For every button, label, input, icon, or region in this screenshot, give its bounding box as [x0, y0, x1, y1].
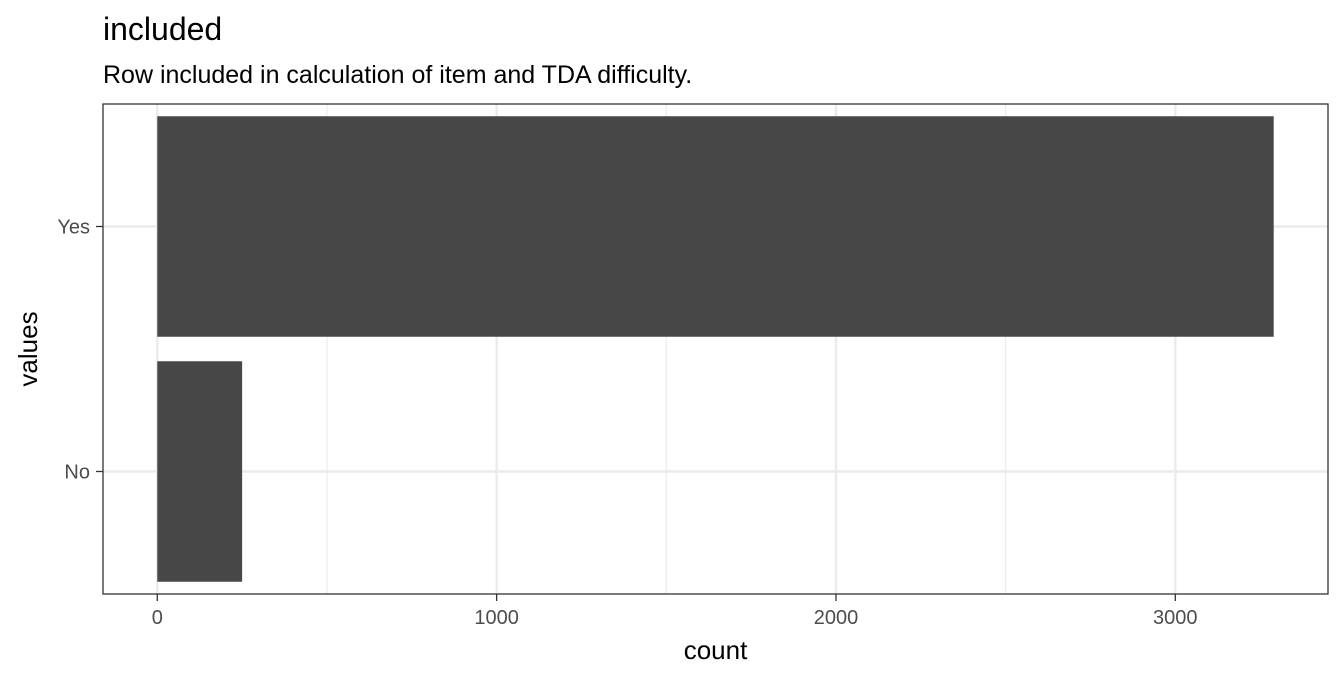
panel-border — [102, 103, 1329, 595]
x-axis: 0 1000 2000 3000 — [152, 594, 1198, 629]
y-axis-title: values — [13, 311, 43, 386]
y-axis: No Yes — [57, 217, 103, 484]
x-tick-label-0: 0 — [152, 607, 163, 629]
x-tick-label-2000: 2000 — [814, 607, 859, 629]
chart-subtitle: Row included in calculation of item and … — [103, 61, 692, 89]
x-axis-title: count — [684, 635, 748, 665]
y-tick-label-yes: Yes — [57, 217, 90, 239]
x-tick-label-3000: 3000 — [1153, 607, 1198, 629]
chart-title: included — [103, 11, 222, 47]
y-tick-label-no: No — [64, 462, 90, 484]
x-tick-label-1000: 1000 — [474, 607, 519, 629]
bar-yes — [157, 116, 1274, 337]
bars — [157, 116, 1274, 582]
bar-no — [157, 361, 243, 582]
